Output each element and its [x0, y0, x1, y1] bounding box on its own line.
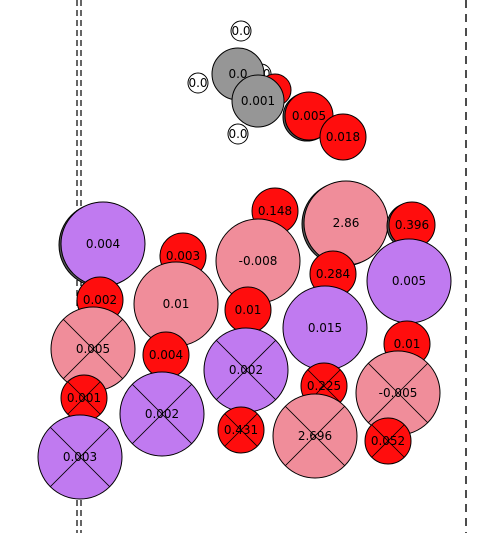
atom-pink-26: -0.005	[355, 350, 441, 436]
atom-charge-label: 0.01	[163, 297, 190, 311]
atom-charge-label: 2.86	[333, 216, 360, 230]
atom-charge-label: 0.002	[229, 363, 263, 377]
atom-red-15: 0.284	[309, 250, 357, 298]
atoms-layer: 0.00.00.00.00.00.0010.0050.0180.1482.860…	[37, 20, 452, 500]
atom-white-0: 0.0	[230, 20, 252, 42]
fixed-atom-cross-mark	[63, 319, 123, 379]
atom-charge-label: 0.284	[316, 267, 350, 281]
atom-charge-label: 0.01	[394, 337, 421, 351]
atom-purple-23: 0.002	[203, 327, 289, 413]
atom-charge-label: 0.431	[224, 423, 258, 437]
atom-red-19: 0.01	[224, 286, 272, 334]
atom-charge-label: 0.052	[371, 434, 405, 448]
atom-charge-label: 0.005	[76, 342, 110, 356]
atom-charge-label: 0.003	[166, 249, 200, 263]
fixed-atom-cross-mark	[285, 406, 345, 466]
atom-charge-label: 0.396	[395, 218, 429, 232]
fixed-atom-cross-mark	[67, 381, 101, 415]
atom-charge-label: 0.004	[86, 237, 120, 251]
fixed-atom-cross-mark	[50, 427, 110, 487]
atom-charge-label: 0.0	[228, 127, 247, 141]
atom-red-27: 0.001	[60, 374, 108, 422]
atom-charge-label: 0.004	[149, 348, 183, 362]
atom-charge-label: 0.001	[241, 94, 275, 108]
fixed-atom-cross-mark	[371, 424, 405, 458]
atom-charge-label: 0.0	[228, 67, 247, 81]
atom-sphere	[231, 74, 285, 128]
atom-charge-label: 0.0	[231, 24, 250, 38]
atom-purple-28: 0.002	[119, 371, 205, 457]
fixed-atom-cross-mark	[368, 363, 428, 423]
atom-sphere	[227, 123, 249, 145]
atom-sphere	[187, 72, 209, 94]
fixed-atom-cross-mark	[224, 413, 258, 447]
atom-red-22: 0.004	[142, 331, 190, 379]
atom-white-3: 0.0	[227, 123, 249, 145]
atom-pink-30: 2.696	[272, 393, 358, 479]
atom-pink-10: 2.86	[301, 180, 389, 267]
atom-charge-label: 0.003	[63, 450, 97, 464]
atom-charge-label: 0.148	[258, 204, 292, 218]
atom-white-1: 0.0	[187, 72, 209, 94]
atom-red-29: 0.431	[217, 406, 265, 454]
atom-charge-label: 0.225	[307, 379, 341, 393]
atom-red-31: 0.052	[364, 417, 412, 465]
atom-charge-label: -0.008	[239, 254, 278, 268]
atom-purple-32: 0.003	[37, 414, 123, 500]
atom-charge-label: -0.005	[379, 386, 418, 400]
atom-charge-label: 0.005	[292, 109, 326, 123]
atom-sphere	[319, 113, 367, 161]
fixed-atom-cross-mark	[216, 340, 276, 400]
atom-red-8: 0.018	[319, 113, 367, 161]
atom-charge-label: 0.002	[145, 407, 179, 421]
atom-charge-label: 0.005	[392, 274, 426, 288]
fixed-atom-cross-mark	[132, 384, 192, 444]
atom-charge-label: 0.0	[188, 76, 207, 90]
atom-purple-12: 0.004	[58, 201, 146, 288]
atom-purple-20: 0.015	[282, 285, 368, 371]
atom-gray-6: 0.001	[231, 74, 285, 128]
atom-charge-label: 0.002	[83, 293, 117, 307]
atom-charge-label: 2.696	[298, 429, 332, 443]
atom-pink-18: 0.01	[133, 261, 219, 347]
atom-charge-label: 0.01	[235, 303, 262, 317]
atom-pink-21: 0.005	[50, 306, 136, 392]
atom-charge-label: 0.001	[67, 391, 101, 405]
atom-charge-label: 0.015	[308, 321, 342, 335]
atom-red-11: 0.396	[386, 201, 436, 250]
atom-purple-16: 0.005	[366, 238, 452, 324]
atom-charge-label: 0.018	[326, 130, 360, 144]
atom-sphere	[230, 20, 252, 42]
atom-red-7: 0.005	[282, 91, 334, 142]
